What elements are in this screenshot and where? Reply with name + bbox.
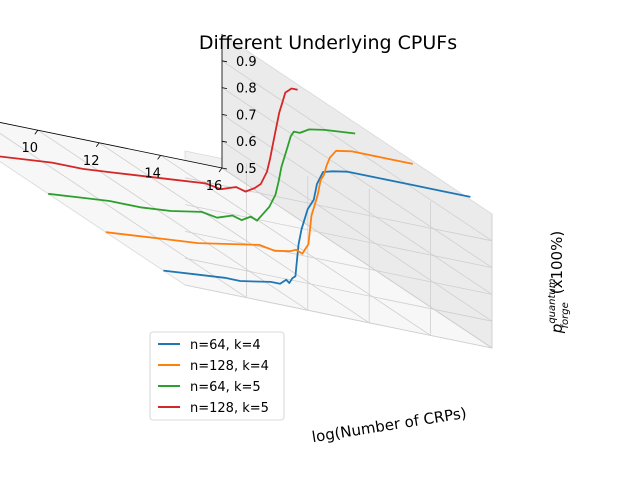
grid-line-z: [184, 177, 493, 242]
series-line: [105, 149, 413, 255]
x-tick-mark: [157, 155, 161, 160]
z-tick-label: 0.9: [236, 55, 257, 70]
z-tick-label: 0.7: [236, 108, 257, 123]
z-tick-mark: [221, 140, 228, 143]
z-label-sub: forge: [560, 302, 571, 328]
grid-line-z-side: [221, 114, 493, 295]
floor-grid-x: [37, 129, 309, 311]
grid-line-z: [184, 284, 493, 349]
series-lines: [0, 87, 471, 285]
tick-labels: 8101214160.50.60.70.80.9: [22, 55, 257, 194]
z-tick-mark: [221, 114, 228, 116]
grid-line-z: [184, 231, 493, 295]
x-axis-label: log(Number of CRPs): [311, 404, 468, 446]
legend-label: n=64, k=4: [190, 338, 261, 353]
series-line: [0, 87, 298, 193]
floor-grid-x: [0, 132, 247, 298]
grid-line-z-side: [221, 60, 493, 242]
x-axis-line: [0, 122, 223, 169]
z-axis-label: pquantum forge (x100%): [547, 231, 571, 334]
chart-title: Different Underlying CPUFs: [199, 32, 457, 54]
legend-label: n=128, k=5: [190, 401, 269, 416]
x-tick-label: 14: [144, 166, 161, 181]
series-line: [163, 170, 471, 285]
x-tick-label: 12: [83, 154, 100, 169]
x-tick-mark: [218, 167, 223, 173]
legend-label: n=128, k=4: [190, 359, 269, 374]
grid-line-z: [184, 204, 493, 268]
z-tick-mark: [221, 167, 228, 170]
legend: n=64, k=4 n=128, k=4 n=64, k=5 n=128, k=5: [149, 331, 285, 421]
x-tick-label: 10: [22, 141, 39, 156]
series-line: [48, 128, 356, 222]
z-label-units: (x100%): [548, 231, 566, 294]
floor-grid-x: [98, 142, 370, 324]
legend-label: n=64, k=5: [190, 380, 261, 395]
axis-lines: [0, 34, 223, 169]
z-tick-mark: [221, 60, 228, 63]
grid-line-z-side: [221, 87, 493, 268]
z-tick-mark: [221, 87, 228, 89]
grid-line-z: [184, 257, 493, 322]
z-label-sup: quantum: [547, 278, 558, 323]
x-tick-mark: [34, 129, 39, 135]
z-label-main: p: [548, 324, 566, 335]
x-tick-label: 16: [206, 179, 223, 194]
grid-line-z-side: [221, 167, 493, 349]
z-tick-label: 0.8: [236, 82, 257, 97]
z-tick-label: 0.5: [236, 162, 257, 177]
legend-frame: [149, 331, 285, 421]
grid-lines: [0, 60, 493, 349]
z-tick-label: 0.6: [236, 135, 257, 150]
x-tick-mark: [95, 142, 100, 148]
floor-grid-x: [160, 155, 431, 336]
